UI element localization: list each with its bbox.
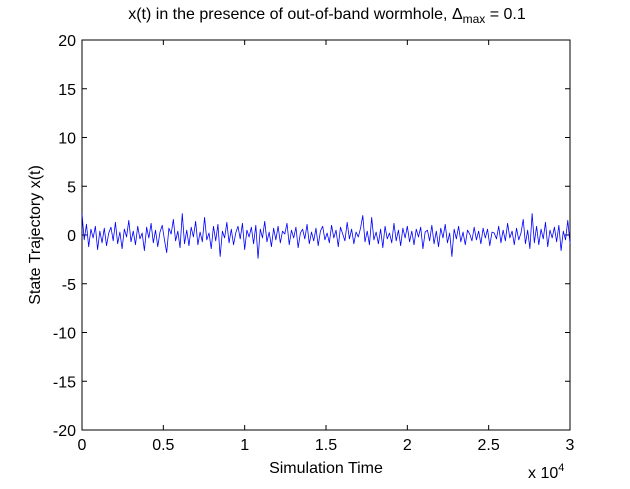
x-axis-exponent: x 104 [528, 462, 564, 482]
chart-title-main: x(t) in the presence of out-of-band worm… [128, 6, 463, 23]
y-tick-label: 10 [58, 131, 76, 148]
series-line [81, 213, 571, 259]
y-tick-label: -10 [53, 326, 76, 343]
y-tick-label: 0 [67, 228, 76, 245]
y-tick-label: 5 [67, 179, 76, 196]
y-tick-label: -15 [53, 374, 76, 391]
x-tick-label: 3 [566, 437, 575, 454]
x-axis-exponent-power: 4 [558, 462, 564, 474]
y-axis-ticks: -20 -15 -10 -5 0 5 10 15 20 [53, 33, 570, 440]
chart-title-subscript: max [463, 12, 486, 26]
y-tick-label: -5 [62, 277, 76, 294]
y-tick-label: -20 [53, 423, 76, 440]
x-tick-label: 0.5 [152, 437, 174, 454]
chart-title: x(t) in the presence of out-of-band worm… [128, 6, 526, 26]
x-tick-label: 2 [403, 437, 412, 454]
series-group [81, 213, 571, 259]
x-axis-label: Simulation Time [269, 460, 383, 477]
x-axis-ticks: 0 0.5 1 1.5 2 2.5 3 [78, 40, 575, 454]
x-tick-label: 1.5 [315, 437, 337, 454]
x-axis-exponent-base: x 10 [528, 465, 558, 482]
chart-title-suffix: = 0.1 [485, 6, 526, 23]
x-tick-label: 0 [78, 437, 87, 454]
y-axis-label: State Trajectory x(t) [27, 165, 44, 305]
x-tick-label: 1 [240, 437, 249, 454]
x-tick-label: 2.5 [478, 437, 500, 454]
y-tick-label: 15 [58, 82, 76, 99]
y-tick-label: 20 [58, 33, 76, 50]
